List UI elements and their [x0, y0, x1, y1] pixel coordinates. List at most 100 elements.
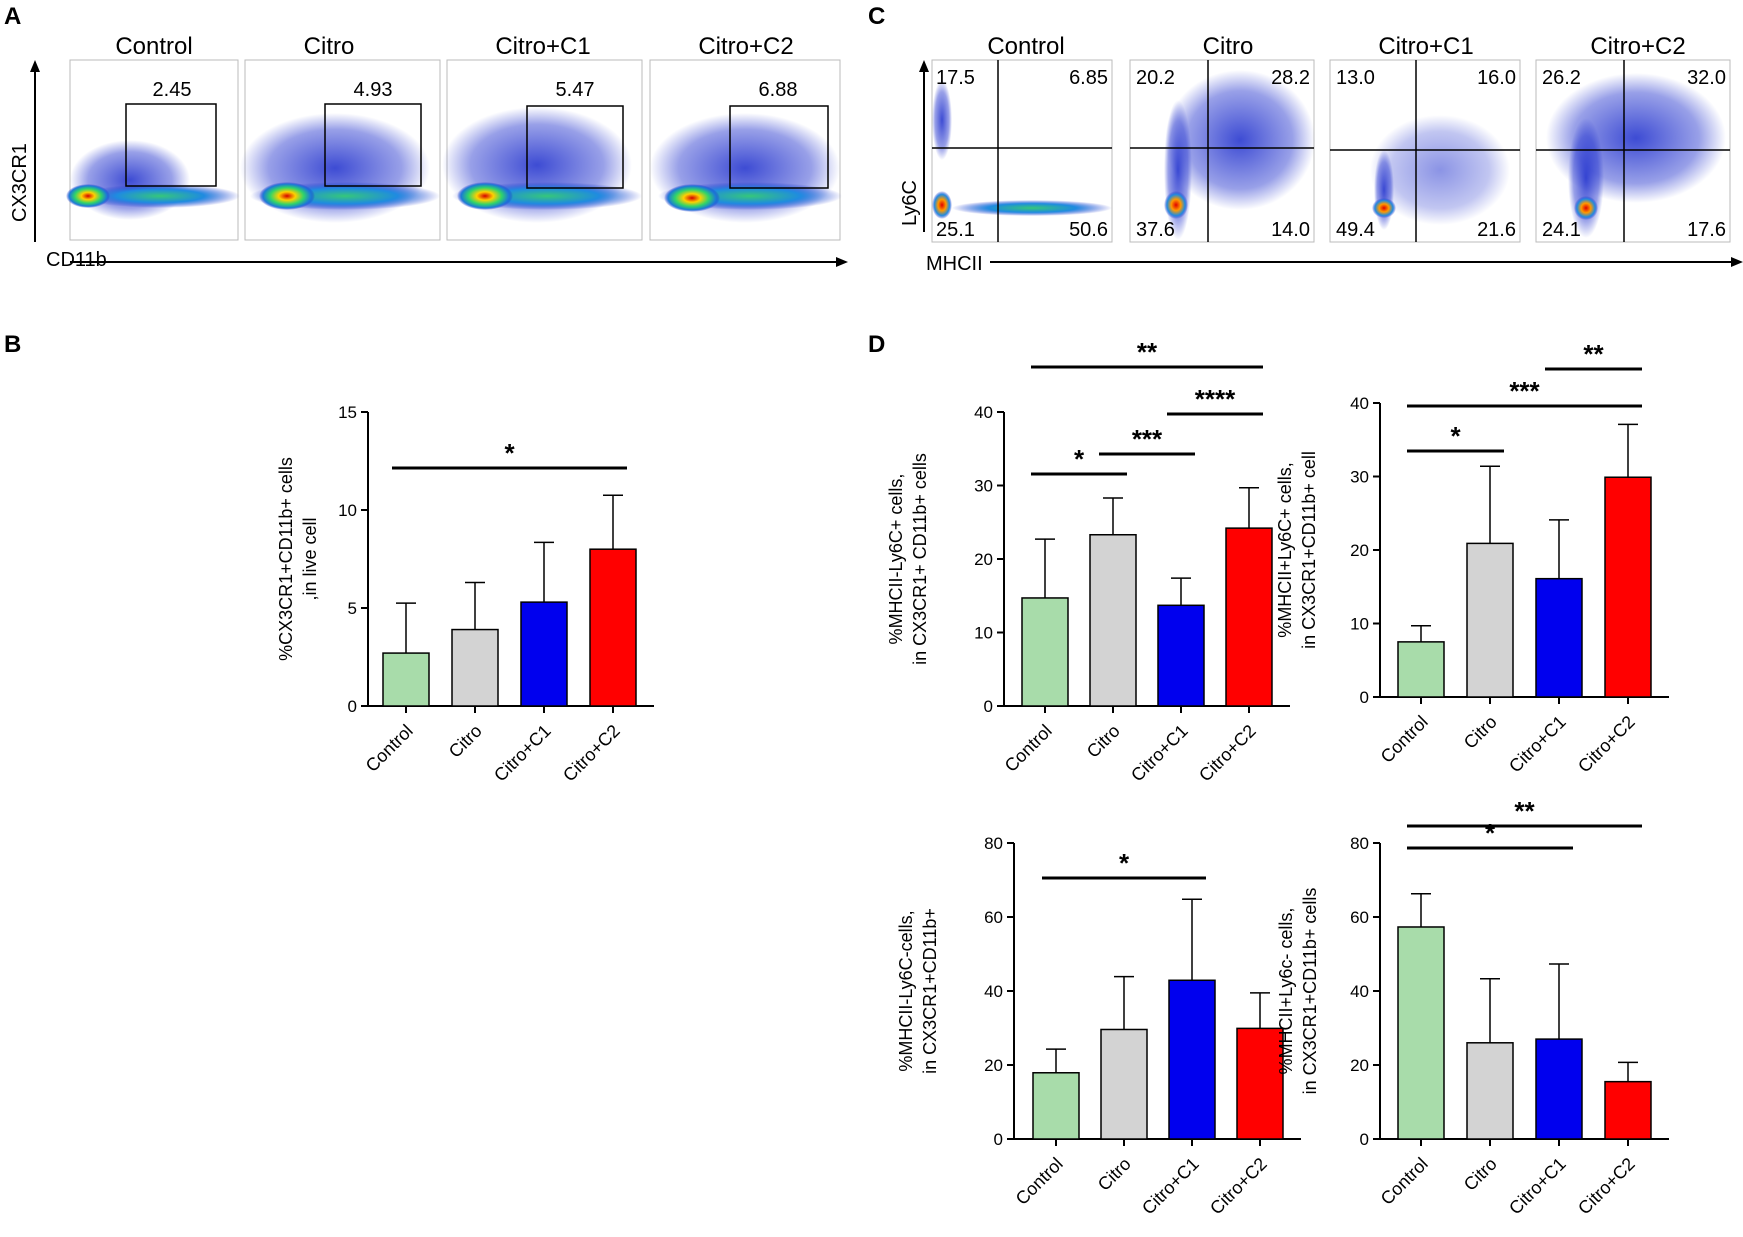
y-tick-label: 40	[1350, 982, 1369, 1001]
quadrant-bottom-right: 21.6	[1477, 219, 1516, 241]
category-label: Citro+C2	[1195, 721, 1260, 786]
bar-citro-c2	[589, 548, 637, 707]
bar-control	[1397, 641, 1445, 698]
category-label: Citro	[1083, 721, 1124, 762]
flow-plot-c-control: Control 17.5 6.85 25.1 50.6	[931, 33, 1113, 243]
quadrant-top-right: 28.2	[1271, 67, 1310, 89]
bar-citro	[451, 628, 499, 707]
flow-plot-a-citro-c2: Citro+C2 6.88	[649, 33, 842, 241]
panel-label-a: A	[4, 3, 21, 30]
y-axis-label: in CX3CR1+CD11b+	[920, 908, 940, 1074]
category-label: Citro	[445, 721, 486, 762]
cell-cloud	[1165, 70, 1315, 210]
cell-band	[952, 200, 1112, 216]
category-label: Control	[1001, 721, 1056, 776]
bar-charts: 0 5 10 15 %CX3CR1+CD11b+ cells ,in live cell C…	[276, 337, 1669, 1218]
category-label: Citro+C1	[1505, 712, 1570, 777]
y-tick-label: 0	[984, 697, 993, 716]
panel-c-x-label: MHCII	[926, 253, 983, 275]
y-tick-label: 30	[1350, 468, 1369, 487]
quadrant-top-right: 6.85	[1069, 67, 1108, 89]
bar-citro-c1	[1535, 1038, 1583, 1140]
quadrant-bottom-right: 14.0	[1271, 219, 1310, 241]
quadrant-bottom-left: 49.4	[1336, 219, 1375, 241]
y-tick-label: 40	[984, 982, 1003, 1001]
significance-label: *	[1119, 848, 1130, 878]
flow-plot-title: Citro+C2	[1590, 33, 1685, 60]
significance-label: *	[1074, 444, 1085, 474]
bar-citro-c1	[1535, 577, 1583, 698]
y-tick-label: 10	[974, 624, 993, 643]
bar-chart-d4: 0 20 40 60 80 %MHCII+Ly6c- cells, in CX3CR1+CD…	[1276, 796, 1669, 1218]
panel-a-x-arrowhead	[836, 257, 848, 267]
y-axis-label: ,in live cell	[300, 517, 320, 600]
y-axis-label: in CX3CR1+ CD11b+ cells	[910, 453, 930, 665]
category-label: Citro+C1	[490, 721, 555, 786]
significance-label: ****	[1195, 384, 1236, 414]
y-tick-label: 30	[974, 477, 993, 496]
y-tick-label: 20	[1350, 1056, 1369, 1075]
category-label: Citro+C1	[1138, 1154, 1203, 1219]
quadrant-bottom-left: 37.6	[1136, 219, 1175, 241]
bar-chart-d1: 0 10 20 30 40 %MHCII-Ly6C+ cells, in CX3CR1+ C…	[886, 337, 1290, 785]
category-label: Control	[362, 721, 417, 776]
bar-control	[1397, 926, 1445, 1140]
gate-box	[324, 103, 422, 187]
gate-box	[526, 105, 624, 189]
y-axis-label: %MHCII-Ly6C+ cells,	[886, 474, 906, 645]
y-axis-label: %MHCII+Ly6C+ cells,	[1275, 462, 1295, 637]
y-tick-label: 20	[974, 550, 993, 569]
y-tick-label: 0	[1360, 1130, 1369, 1149]
y-tick-label: 60	[1350, 908, 1369, 927]
panel-c-y-arrowhead	[919, 60, 929, 72]
bar-citro-c2	[1225, 527, 1273, 707]
panel-label-b: B	[4, 331, 21, 358]
y-tick-label: 10	[1350, 615, 1369, 634]
cell-hotspot	[259, 182, 315, 210]
category-label: Citro	[1094, 1154, 1135, 1195]
cell-hotspot	[1164, 191, 1188, 219]
panel-c-x-arrowhead	[1731, 257, 1743, 267]
category-label: Control	[1377, 712, 1432, 767]
category-label: Citro+C2	[1574, 712, 1639, 777]
flow-plot-title: Control	[987, 33, 1064, 60]
bar-control	[382, 652, 430, 707]
category-label: Citro	[1460, 1154, 1501, 1195]
significance-label: *	[504, 438, 515, 468]
y-tick-label: 0	[994, 1130, 1003, 1149]
cell-hotspot	[664, 184, 720, 212]
flow-plot-c-citro: Citro 20.2 28.2 37.6 14.0	[1129, 33, 1315, 243]
y-axis-label: in CX3CR1+CD11b+ cells	[1300, 888, 1320, 1095]
bar-control	[1032, 1072, 1080, 1140]
category-label: Citro+C1	[1505, 1154, 1570, 1219]
quadrant-top-right: 32.0	[1687, 67, 1726, 89]
panel-c-y-label: Ly6C	[899, 180, 921, 226]
y-tick-label: 0	[348, 697, 357, 716]
y-tick-label: 40	[974, 403, 993, 422]
flow-plot-title: Citro	[1203, 33, 1254, 60]
cell-hotspot	[457, 182, 513, 210]
quadrant-top-left: 17.5	[936, 67, 975, 89]
flow-plot-title: Control	[115, 33, 192, 60]
panel-label-d: D	[868, 331, 885, 358]
flow-plot-a-control: Control 2.45	[66, 33, 240, 241]
significance-label: **	[1583, 339, 1604, 369]
category-label: Citro+C2	[1574, 1154, 1639, 1219]
bar-citro	[1466, 1042, 1514, 1140]
flow-plot-title: Citro+C1	[495, 33, 590, 60]
bar-citro-c2	[1604, 1080, 1652, 1140]
quadrant-bottom-left: 25.1	[936, 219, 975, 241]
panel-a-y-label: CX3CR1	[9, 143, 31, 222]
y-axis-label: %MHCII+Ly6c- cells,	[1276, 908, 1296, 1075]
flow-plot-title: Citro	[304, 33, 355, 60]
gate-value: 4.93	[354, 79, 393, 101]
quadrant-bottom-right: 50.6	[1069, 219, 1108, 241]
category-label: Citro+C2	[1206, 1154, 1271, 1219]
flow-plot-c-citro-c2: Citro+C2 26.2 32.0 24.1 17.6	[1535, 33, 1731, 243]
quadrant-top-right: 16.0	[1477, 67, 1516, 89]
bar-citro-c1	[1157, 604, 1205, 707]
cell-band	[80, 184, 240, 208]
flow-plot-a-citro-c1: Citro+C1 5.47	[442, 33, 643, 241]
significance-label: **	[1137, 337, 1158, 367]
gate-box	[729, 105, 829, 189]
